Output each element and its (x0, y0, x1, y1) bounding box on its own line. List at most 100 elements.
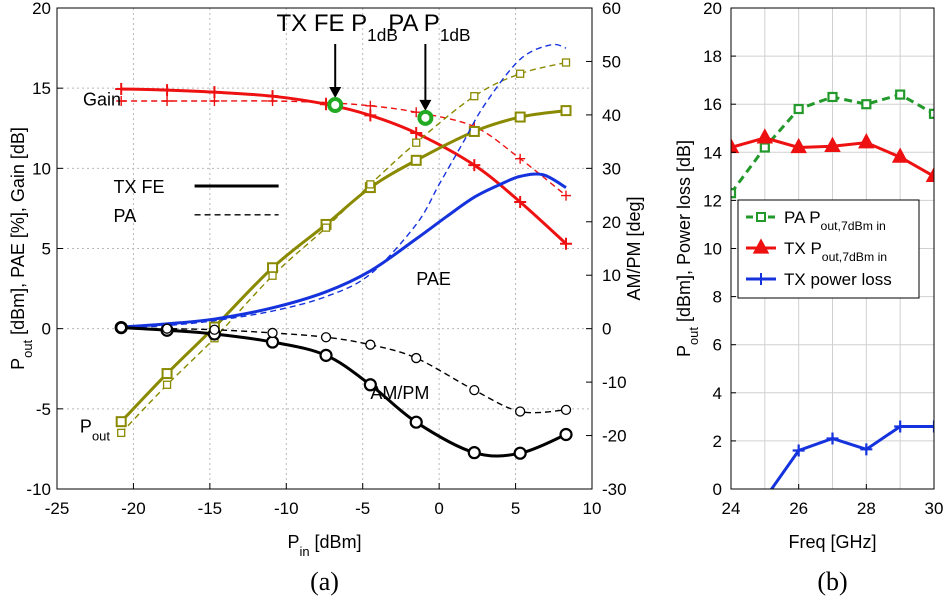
plus-marker (755, 273, 767, 285)
y-tick-label-left: 10 (32, 159, 51, 178)
y-axis-label: Pout [dBm], Power loss [dB] (674, 140, 701, 357)
series-line (121, 326, 567, 458)
square-marker (827, 91, 838, 103)
subscript: out,7dBm in (822, 250, 887, 264)
text-run: P (674, 345, 694, 357)
y-axis-label-right: AM/PM [deg] (624, 196, 644, 300)
series-line (121, 43, 567, 329)
square-marker (468, 125, 480, 137)
legend-b: PA Pout,7dBm in TX Pout,7dBm in TX power l… (737, 199, 920, 299)
plus-marker (792, 444, 805, 457)
y-tick-label-right: 50 (602, 52, 621, 71)
circle-marker (559, 427, 573, 442)
square-marker (561, 58, 571, 67)
arrow-head (419, 99, 432, 111)
circle-marker (319, 348, 333, 362)
series-line (121, 87, 568, 245)
series-pae-txfe (121, 172, 567, 329)
circle-marker (411, 352, 422, 364)
x-tick-label: -5 (355, 499, 370, 518)
triangle-marker (731, 137, 740, 154)
panel-label-b: (b) (817, 567, 847, 596)
square-marker (560, 105, 572, 117)
x-tick-label: 26 (789, 499, 808, 518)
plus-marker (515, 153, 526, 164)
y-tick-label: 8 (713, 288, 722, 307)
text-run: TX power loss (784, 270, 892, 289)
series-ampm-pa (116, 322, 572, 417)
x-tick-label: 24 (722, 499, 741, 518)
text-run: TX FE P (276, 10, 367, 37)
x-tick-label: -25 (45, 499, 70, 518)
plus-marker (364, 109, 377, 122)
text-run: P (8, 358, 28, 370)
series-line (121, 100, 567, 197)
y-tick-label: 2 (713, 432, 722, 451)
text-run: [dBm], PAE [%], Gain [dB] (8, 127, 28, 340)
subscript: out (686, 327, 701, 345)
plus-marker (161, 84, 174, 97)
circle-marker (161, 323, 173, 334)
subscript: 1dB (440, 25, 471, 45)
x-tick-label: 28 (857, 499, 876, 518)
y-tick-label: 10 (703, 240, 722, 259)
series-pae-pa (121, 43, 567, 329)
legend-entry: TX power loss (746, 270, 892, 289)
x-tick-label: -10 (274, 499, 299, 518)
circle-marker (467, 446, 481, 460)
square-marker (759, 142, 770, 153)
y-tick-label-right: -20 (602, 427, 627, 446)
x-tick-label: 30 (925, 499, 944, 518)
triangle-marker (790, 137, 807, 154)
p1db-point (327, 97, 344, 114)
plus-marker (115, 82, 128, 95)
triangle-marker (858, 133, 875, 149)
text-run: PA P (388, 10, 440, 37)
square-marker (321, 223, 331, 232)
legend-entry: PA Pout,7dBm in (746, 208, 886, 233)
x-tick-label: -20 (121, 499, 146, 518)
square-marker (793, 103, 804, 115)
triangle-marker (891, 147, 909, 163)
legend-label-txfe: TX FE (114, 177, 165, 197)
legend-label: PA Pout,7dBm in (784, 208, 886, 233)
y-tick-label-right: 0 (602, 320, 611, 339)
y-tick-label: 6 (713, 336, 722, 355)
subscript: out (92, 428, 110, 443)
plus-marker (209, 95, 220, 106)
square-marker (412, 138, 421, 147)
square-marker (514, 111, 526, 123)
circle-marker (513, 446, 527, 460)
p1db-label: PA P1dB (388, 10, 470, 45)
y-tick-label: 18 (703, 47, 722, 66)
arrow-head (329, 87, 342, 99)
circle-marker (267, 327, 278, 339)
series-ampm-txfe (114, 320, 573, 460)
y-tick-label-right: -10 (602, 373, 627, 392)
square-marker (115, 416, 127, 428)
legend-label: TX Pout,7dBm in (784, 239, 887, 264)
x-tick-label: 10 (583, 499, 602, 518)
square-marker (731, 188, 737, 199)
square-marker (516, 69, 525, 78)
annotation-pout: Pout (80, 416, 110, 443)
series-layer (731, 89, 934, 489)
circle-marker (365, 339, 376, 350)
p1db-point (417, 109, 434, 126)
y-tick-label-left: 20 (32, 0, 51, 18)
circle-marker (515, 406, 526, 417)
legend-a: TX FE PA (114, 177, 279, 226)
y-axis-label-left: Pout [dBm], PAE [%], Gain [dB] (8, 127, 35, 370)
y-tick-label-right: 40 (602, 106, 621, 125)
series-line (120, 61, 567, 434)
p1db-label: TX FE P1dB (276, 10, 397, 45)
y-tick-label-right: -30 (602, 480, 627, 499)
series-b-2 (769, 420, 934, 489)
pa-p1db-marker: PA P1dB (388, 10, 471, 126)
x-tick-label: 0 (434, 499, 443, 518)
y-tick-label: 20 (703, 0, 722, 18)
y-tick-label-left: 0 (42, 320, 51, 339)
x-axis-label: Freq [GHz] (788, 532, 876, 552)
